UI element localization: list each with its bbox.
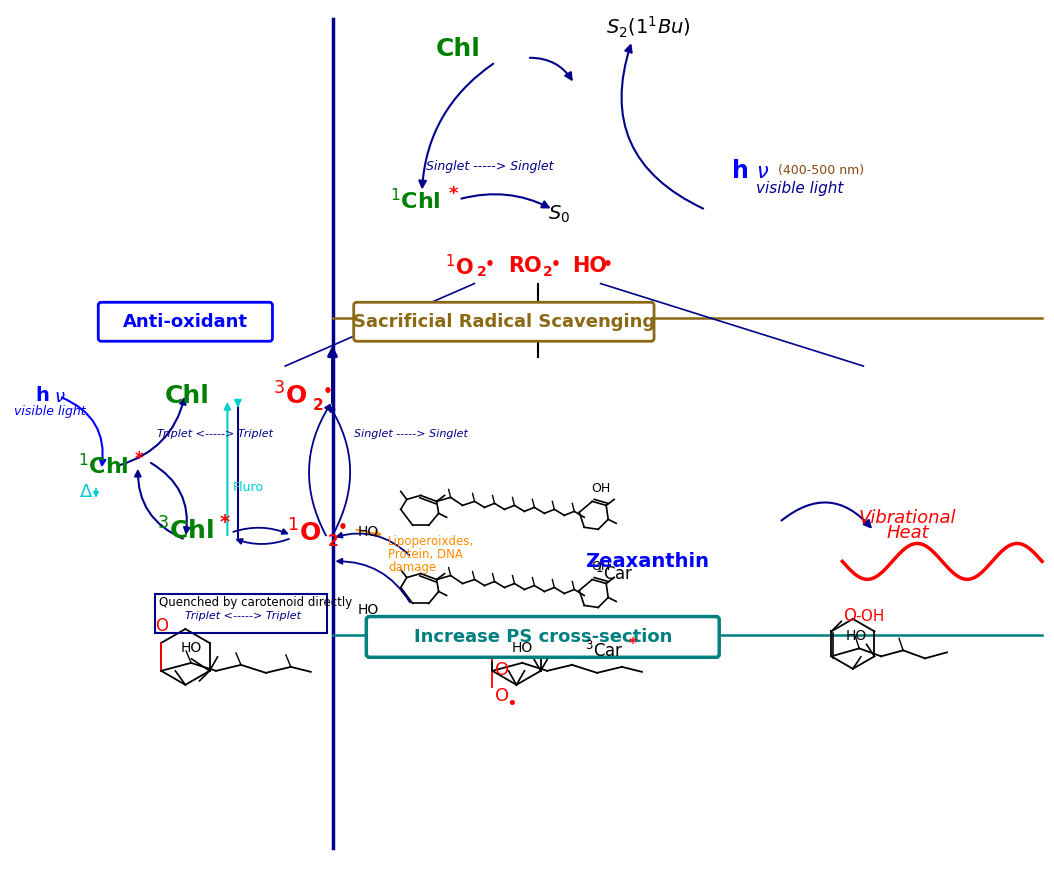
Text: h: h bbox=[731, 159, 748, 183]
Text: *: * bbox=[448, 186, 457, 203]
Text: (400-500 nm): (400-500 nm) bbox=[774, 165, 864, 177]
Text: damage: damage bbox=[388, 561, 436, 574]
Text: O: O bbox=[155, 617, 168, 635]
Text: visible light: visible light bbox=[756, 180, 843, 196]
Text: *: * bbox=[135, 450, 143, 468]
Text: Δ: Δ bbox=[80, 483, 93, 501]
Text: Sacrificial Radical Scavenging: Sacrificial Radical Scavenging bbox=[353, 313, 655, 331]
Text: $^3$Car: $^3$Car bbox=[585, 641, 624, 661]
Text: ν: ν bbox=[756, 162, 767, 182]
Text: $S_2(1^1Bu)$: $S_2(1^1Bu)$ bbox=[606, 15, 690, 40]
Text: *: * bbox=[629, 638, 637, 652]
Text: HO: HO bbox=[511, 641, 532, 655]
Text: 2: 2 bbox=[328, 534, 338, 549]
Text: Fluro: Fluro bbox=[233, 481, 264, 494]
Text: 2: 2 bbox=[313, 398, 324, 413]
Text: -OH: -OH bbox=[855, 609, 884, 624]
Text: Protein, DNA: Protein, DNA bbox=[388, 548, 463, 561]
Text: O: O bbox=[495, 687, 509, 705]
Text: $^1$Chl: $^1$Chl bbox=[390, 188, 441, 213]
Text: $^1$O: $^1$O bbox=[445, 253, 473, 279]
Text: $^3$Chl: $^3$Chl bbox=[157, 517, 214, 544]
Text: $S_0$: $S_0$ bbox=[548, 204, 570, 225]
FancyBboxPatch shape bbox=[354, 302, 655, 341]
Text: $^1$O: $^1$O bbox=[288, 519, 321, 546]
Text: •: • bbox=[485, 257, 494, 272]
Text: ν: ν bbox=[54, 388, 64, 406]
Text: •: • bbox=[506, 695, 518, 712]
Text: $^1$Car: $^1$Car bbox=[596, 564, 635, 584]
Text: 2: 2 bbox=[543, 266, 552, 280]
Text: *: * bbox=[220, 513, 230, 532]
Text: OH: OH bbox=[591, 560, 610, 573]
Text: RO: RO bbox=[508, 256, 542, 276]
Text: Chl: Chl bbox=[164, 383, 209, 408]
Text: Chl: Chl bbox=[436, 37, 481, 61]
Text: visible light: visible light bbox=[14, 405, 85, 418]
Text: $^1$Chl: $^1$Chl bbox=[78, 453, 129, 478]
Text: h: h bbox=[35, 386, 48, 405]
Text: HO: HO bbox=[357, 525, 378, 539]
Text: Triplet <-----> Triplet: Triplet <-----> Triplet bbox=[157, 429, 273, 439]
Text: HO: HO bbox=[845, 630, 866, 644]
Text: Lipoperoixdes,: Lipoperoixdes, bbox=[388, 535, 474, 548]
Text: HO: HO bbox=[180, 641, 201, 655]
Text: Vibrational: Vibrational bbox=[859, 509, 956, 527]
Text: •: • bbox=[603, 257, 612, 272]
Text: Triplet <-----> Triplet: Triplet <-----> Triplet bbox=[186, 611, 301, 621]
Text: Quenched by carotenoid directly: Quenched by carotenoid directly bbox=[159, 596, 352, 609]
Text: HO: HO bbox=[357, 604, 378, 618]
FancyBboxPatch shape bbox=[98, 302, 272, 341]
Text: Heat: Heat bbox=[886, 523, 929, 542]
Text: Zeaxanthin: Zeaxanthin bbox=[585, 552, 709, 571]
Text: •: • bbox=[324, 384, 333, 399]
Text: HO: HO bbox=[572, 256, 607, 276]
Text: Singlet -----> Singlet: Singlet -----> Singlet bbox=[353, 429, 467, 439]
Text: Anti-oxidant: Anti-oxidant bbox=[123, 313, 248, 331]
Text: O: O bbox=[495, 661, 509, 679]
Text: Increase PS cross-section: Increase PS cross-section bbox=[413, 628, 672, 646]
Text: OH: OH bbox=[591, 482, 610, 495]
Text: $^3$O: $^3$O bbox=[273, 383, 307, 410]
Text: •: • bbox=[337, 520, 348, 535]
Text: Singlet -----> Singlet: Singlet -----> Singlet bbox=[427, 160, 554, 172]
Text: •: • bbox=[551, 257, 561, 272]
FancyBboxPatch shape bbox=[367, 617, 719, 658]
Text: 2: 2 bbox=[476, 266, 486, 280]
Text: O: O bbox=[843, 607, 856, 625]
